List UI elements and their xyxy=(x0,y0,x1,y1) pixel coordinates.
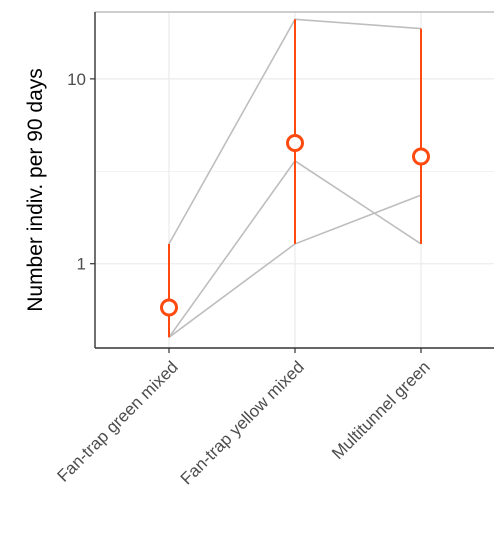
mean-point-1 xyxy=(160,298,178,317)
y-tick-label-1: 1 xyxy=(77,255,86,274)
summary-markers xyxy=(160,19,430,338)
mean-point-2 xyxy=(286,133,304,152)
y-axis: 1 10 xyxy=(67,70,95,274)
mean-point-3 xyxy=(412,147,430,166)
y-tick-label-2: 10 xyxy=(67,70,86,89)
y-axis-title: Number indiv. per 90 days xyxy=(24,68,47,312)
individual-line-1 xyxy=(168,18,422,245)
